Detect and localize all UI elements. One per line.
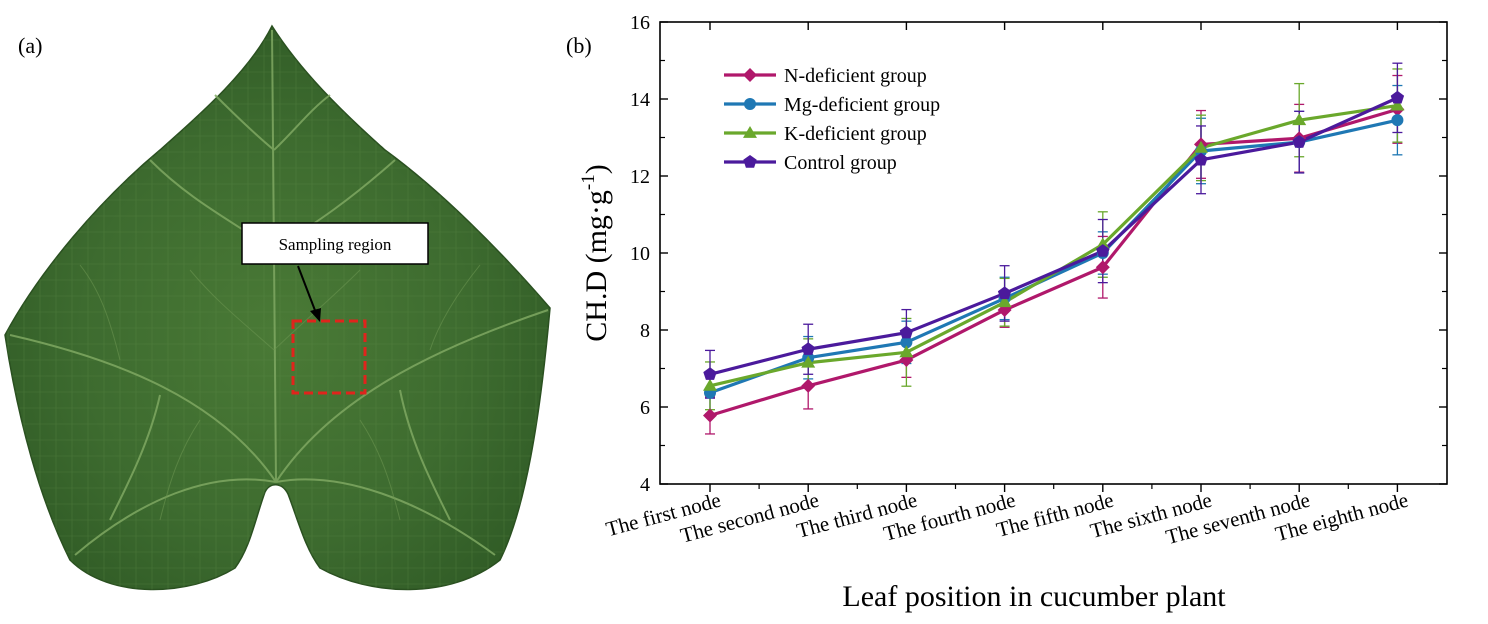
- pentagon-marker: [1390, 90, 1405, 104]
- legend-label: Control group: [784, 152, 897, 174]
- circle-marker: [900, 336, 913, 349]
- y-axis-label-main: CH.D (mg·g: [580, 190, 613, 342]
- sampling-region-box: [291, 319, 367, 395]
- triangle-marker: [1292, 113, 1307, 126]
- series-line: [709, 103, 1398, 388]
- annotation-arrow: [297, 265, 317, 314]
- legend-label: N-deficient group: [784, 65, 927, 87]
- annotation-box: [241, 222, 429, 265]
- series-line: [709, 107, 1398, 418]
- pentagon-marker: [743, 155, 757, 168]
- triangle-marker: [899, 345, 914, 358]
- triangle-marker: [801, 355, 816, 368]
- y-tick-label: 12: [630, 166, 650, 188]
- axes: [659, 21, 1448, 485]
- pentagon-marker: [703, 367, 717, 380]
- plot-frame: [659, 21, 1448, 485]
- diamond-marker: [703, 408, 717, 423]
- series-markers: [703, 90, 1405, 423]
- diamond-marker: [1095, 260, 1110, 275]
- panel-a: (a): [4, 24, 551, 591]
- pentagon-marker: [1194, 152, 1208, 166]
- triangle-marker: [1390, 98, 1405, 111]
- pentagon-marker: [1292, 135, 1306, 148]
- triangle-marker: [743, 126, 757, 138]
- panel-a-label: (a): [18, 33, 42, 58]
- legend-label: K-deficient group: [784, 123, 927, 145]
- diamond-marker: [743, 68, 757, 82]
- pentagon-marker: [1096, 244, 1110, 257]
- triangle-marker: [1095, 237, 1110, 250]
- panel-b-label: (b): [566, 33, 592, 58]
- leaf-image: [4, 24, 551, 591]
- y-axis-label-sup: -1: [578, 174, 599, 190]
- triangle-marker: [997, 295, 1012, 308]
- leaf-veins: [9, 29, 549, 556]
- circle-marker: [1391, 114, 1404, 127]
- diamond-marker: [801, 378, 816, 393]
- x-axis-label: Leaf position in cucumber plant: [842, 580, 1226, 613]
- y-tick-label: 14: [630, 89, 650, 111]
- pentagon-marker: [801, 342, 815, 355]
- legend-label: Mg-deficient group: [784, 94, 940, 116]
- y-axis-label-end: ): [580, 164, 613, 174]
- pentagon-marker: [997, 286, 1012, 300]
- pentagon-marker: [899, 325, 914, 339]
- y-axis-label: CH.D (mg·g-1): [578, 164, 613, 341]
- y-tick-label: 8: [640, 320, 650, 342]
- series-line: [709, 96, 1399, 376]
- y-tick-label: 6: [640, 397, 650, 419]
- circle-marker: [744, 98, 756, 110]
- triangle-marker: [703, 378, 717, 391]
- triangle-marker: [1194, 140, 1208, 153]
- y-tick-label: 4: [640, 474, 650, 496]
- annotation-text: Sampling region: [279, 235, 392, 254]
- arrow-head: [310, 308, 321, 322]
- legend: N-deficient group Mg-deficient group K-def…: [724, 65, 940, 174]
- y-tick-label: 16: [630, 12, 650, 34]
- y-tick-label: 10: [630, 243, 650, 265]
- series-lines: [709, 96, 1399, 418]
